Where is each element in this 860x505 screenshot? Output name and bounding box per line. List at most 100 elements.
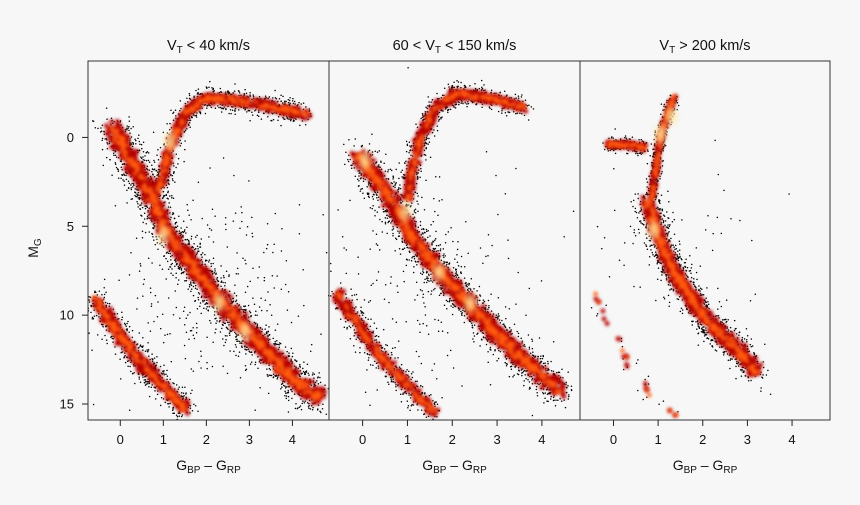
field-star [159, 327, 162, 330]
main-sequence-star [167, 198, 169, 200]
giant-branch-star [292, 102, 295, 105]
giant-branch-star [230, 105, 233, 108]
white-dwarfs-star [125, 356, 128, 358]
main-sequence-star [316, 376, 319, 379]
main-sequence-dot [268, 344, 273, 350]
main-sequence-star [101, 137, 104, 140]
main-sequence-core [180, 257, 185, 262]
main-sequence-star [194, 247, 197, 250]
field-star [273, 287, 275, 289]
main-sequence-star [204, 303, 206, 305]
main-sequence-core [171, 239, 176, 244]
field-star [171, 254, 173, 257]
field-star [266, 243, 269, 246]
main-sequence-dot [243, 311, 249, 317]
main-sequence-star [185, 232, 187, 234]
giant-branch-star [210, 106, 213, 109]
main-sequence-star [121, 163, 124, 166]
white-dwarfs-star [101, 338, 103, 340]
giant-branch-star [234, 110, 236, 112]
giant-branch-dot [302, 115, 307, 121]
main-sequence-star [173, 217, 176, 220]
main-sequence-star [190, 235, 193, 238]
main-sequence-star [220, 285, 222, 287]
main-sequence-star [234, 344, 237, 346]
main-sequence-star [287, 411, 290, 413]
white-dwarfs-dot [158, 387, 164, 393]
white-dwarfs-star [191, 409, 194, 412]
giant-branch-dot [291, 114, 297, 119]
main-sequence-star [268, 334, 271, 336]
main-sequence-star [144, 231, 147, 234]
white-dwarfs-star [110, 336, 112, 339]
main-sequence-star [214, 332, 216, 334]
giant-branch-star [287, 101, 290, 104]
field-star [185, 331, 188, 333]
white-dwarfs-star [142, 337, 144, 339]
giant-branch-star [221, 107, 223, 110]
main-sequence-star [179, 232, 181, 234]
giant-branch-star [171, 174, 174, 177]
main-sequence-star [128, 116, 130, 118]
main-sequence-dot [176, 254, 182, 260]
main-sequence-star [298, 375, 301, 377]
main-sequence-star [249, 351, 251, 354]
field-star [194, 300, 196, 303]
field-star [267, 291, 269, 293]
main-sequence-star [202, 299, 204, 302]
main-sequence-star [317, 383, 320, 385]
giant-branch-star [179, 145, 182, 147]
main-sequence-core [143, 182, 147, 187]
white-dwarfs-star [178, 415, 181, 417]
main-sequence-star [299, 366, 302, 368]
main-sequence-star [216, 276, 219, 279]
white-dwarfs-star [130, 370, 132, 373]
giant-branch-star [208, 86, 210, 88]
giant-branch-star [251, 114, 254, 116]
main-sequence-star [275, 343, 278, 346]
main-sequence-star [264, 328, 266, 330]
main-sequence-dot [120, 128, 126, 134]
main-sequence-star [194, 287, 197, 289]
field-star [214, 268, 216, 270]
main-sequence-star [174, 223, 176, 225]
white-dwarfs-star [145, 380, 147, 383]
main-sequence-star [293, 393, 296, 395]
giant-branch-star [268, 96, 271, 98]
main-sequence-star [136, 195, 138, 198]
main-sequence-core [197, 277, 202, 282]
giant-branch-star [243, 106, 246, 109]
field-star [280, 250, 283, 252]
main-sequence-star [181, 231, 184, 233]
main-sequence-star [206, 302, 209, 305]
main-sequence-star [117, 170, 120, 172]
white-dwarfs-star [92, 302, 94, 305]
main-sequence-dot [163, 208, 168, 214]
main-sequence-star [106, 118, 108, 120]
white-dwarfs-star [112, 308, 115, 311]
white-dwarfs-star [142, 376, 144, 378]
main-sequence-star [256, 323, 259, 325]
main-sequence-star [265, 324, 267, 326]
giant-branch-star [294, 103, 296, 105]
main-sequence-star [209, 319, 211, 322]
field-star [128, 274, 131, 276]
field-star [135, 237, 138, 240]
main-sequence-dot [295, 369, 301, 375]
giant-branch-star [188, 119, 190, 122]
main-sequence-dot [243, 340, 248, 346]
white-dwarfs-star [181, 414, 184, 416]
white-dwarfs-star [142, 345, 144, 347]
field-star [263, 279, 266, 282]
main-sequence-star [197, 296, 199, 299]
main-sequence-star [171, 213, 174, 216]
main-sequence-dot [127, 171, 133, 177]
giant-branch-star [153, 168, 155, 171]
main-sequence-star [284, 394, 286, 397]
giant-branch-star [180, 107, 182, 110]
giant-branch-star [169, 174, 172, 176]
field-star [204, 253, 206, 256]
main-sequence-star [143, 212, 146, 214]
giant-branch-star [197, 91, 199, 94]
field-star [258, 306, 261, 308]
